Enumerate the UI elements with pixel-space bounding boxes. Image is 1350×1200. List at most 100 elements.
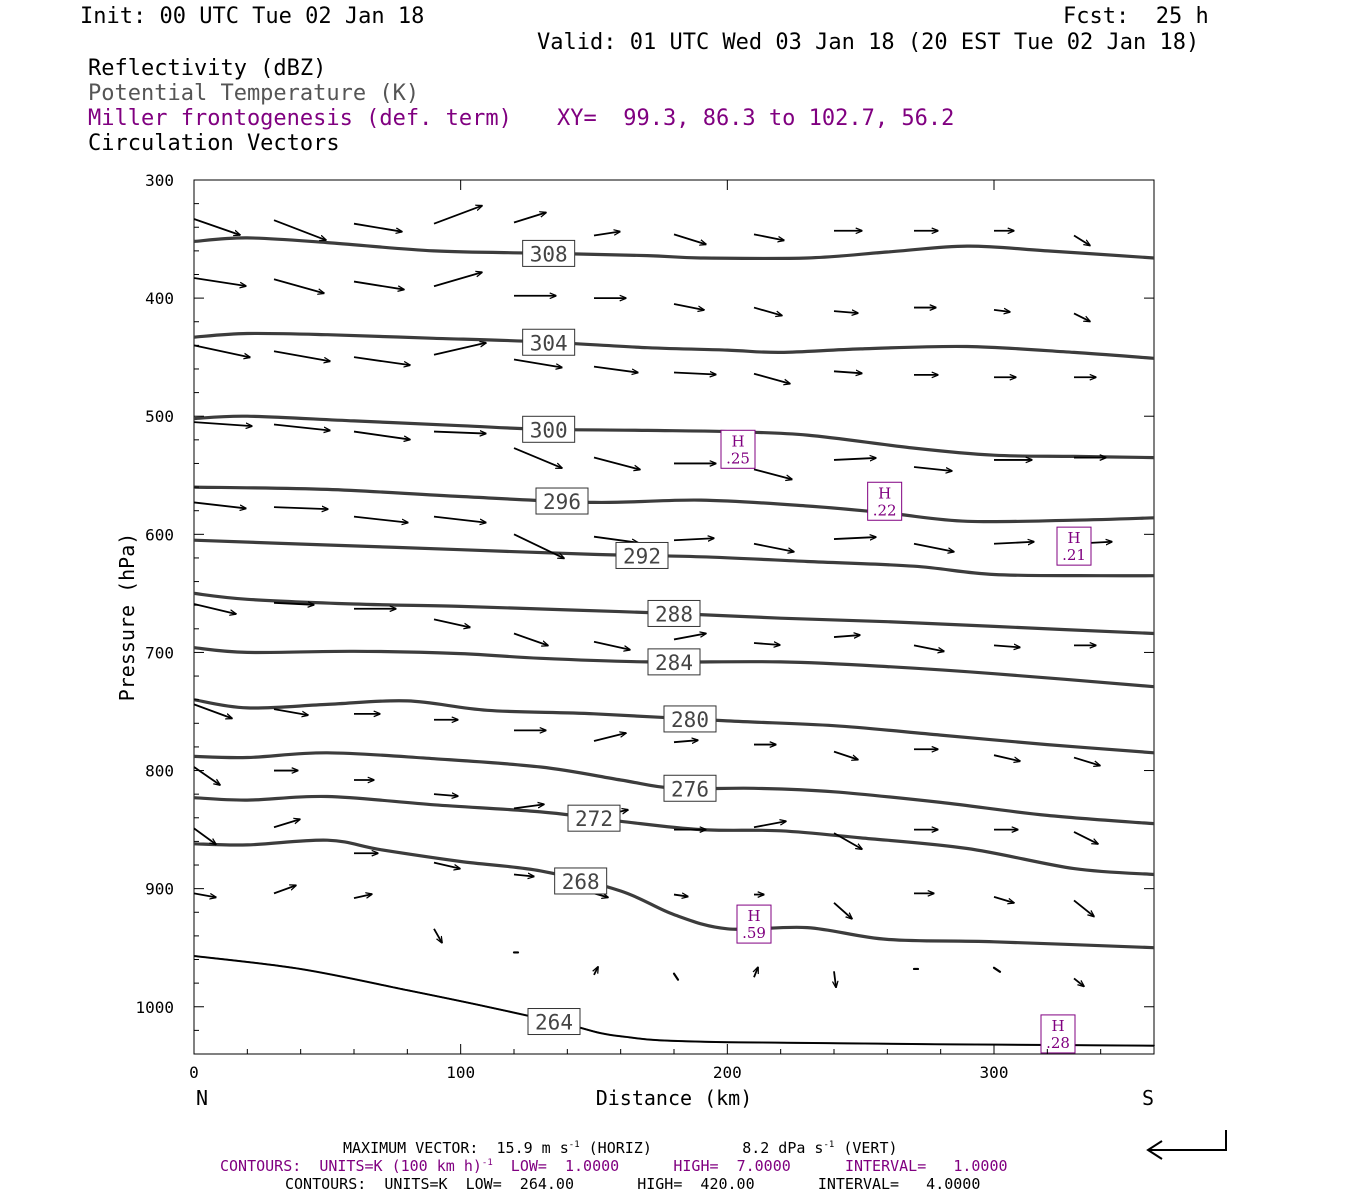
circulation-vector [913,644,944,651]
x-tick-label: 300 [980,1063,1009,1082]
circulation-vector [193,892,216,897]
circulation-vector [593,365,638,373]
circulation-vector [593,733,626,742]
circulation-vector [273,819,300,829]
circulation-vector [833,458,876,460]
frontogenesis-max-label: H [1051,1017,1064,1035]
theta-label: 268 [562,870,600,894]
circulation-vector [193,218,240,235]
theta-contour-272 [193,794,1155,877]
cross-section-endpoints: XY= 99.3, 86.3 to 102.7, 56.2 [557,106,955,131]
circulation-vector [833,750,858,760]
theta-label-box [554,867,608,895]
circulation-vector [673,538,714,540]
theta-contour-296 [193,485,1155,524]
unit-exponent: -1 [481,1158,493,1168]
frontogenesis-max-box [1040,1014,1076,1054]
init-time: Init: 00 UTC Tue 02 Jan 18 [80,4,425,29]
frontogenesis-max-label: H [1067,529,1080,547]
circulation-vector [673,633,706,641]
circulation-vector [433,206,482,225]
theta-contour-284 [193,646,1155,689]
circulation-vector [353,356,410,365]
circulation-vector [1073,831,1098,844]
circulation-vector [513,533,564,558]
theta-label-box [663,774,717,802]
vector-scale-arrowhead [1146,1140,1163,1160]
circulation-vector [273,708,308,715]
circulation-vector [1073,234,1090,246]
contour-info-units: CONTOURS: UNITS=K (100 km h) [220,1157,482,1175]
circulation-vector [433,794,458,796]
circulation-vector [833,902,852,919]
circulation-vector [833,537,876,539]
y-tick-label: 500 [145,407,174,426]
circulation-vector [753,643,780,645]
contour-info-frontogenesis: CONTOURS: UNITS=K (100 km h)-1 LOW= 1.00… [220,1157,1008,1175]
x-axis-label: Distance (km) [596,1086,753,1110]
circulation-vector [1073,977,1084,986]
circulation-vector [913,466,952,471]
theta-label: 284 [655,651,693,675]
frontogenesis-max-box [1056,526,1092,566]
forecast-hour: Fcst: 25 h [1063,4,1209,29]
x-tick-label: 100 [446,1063,475,1082]
legend-circulation-vectors: Circulation Vectors [88,131,340,156]
circulation-vector [513,213,546,224]
y-tick-label: 900 [145,880,174,899]
y-tick-label: 1000 [135,998,174,1017]
theta-label-box [522,328,576,356]
theta-label-box [522,239,576,267]
circulation-vector [273,278,324,293]
circulation-vector [273,507,328,509]
circulation-vector [993,310,1010,312]
unit-exponent: -1 [568,1140,580,1150]
circulation-vector [353,515,408,523]
theta-label-box [535,487,589,515]
circulation-vector [273,423,330,430]
circulation-vector [993,896,1014,903]
y-axis-label: Pressure (hPa) [115,533,139,702]
circulation-vector [833,311,858,313]
theta-label: 300 [530,418,568,442]
north-endpoint-label: N [196,1086,208,1110]
circulation-vector-stub [672,972,680,981]
theta-contour-288 [193,591,1155,636]
theta-label: 304 [530,331,568,355]
circulation-vector [753,821,786,829]
y-tick-label: 600 [145,525,174,544]
circulation-vector [993,542,1034,544]
theta-contour-300 [193,414,1155,460]
y-tick-label: 300 [145,171,174,190]
circulation-vector [913,542,954,552]
theta-label: 280 [671,708,709,732]
theta-label-box [567,804,621,832]
legend-reflectivity: Reflectivity (dBZ) [88,56,327,81]
circulation-vector [673,895,688,897]
circulation-vector [594,967,598,976]
theta-label-box [522,415,576,443]
circulation-vector [753,233,784,240]
frontogenesis-max-label: H [878,484,891,502]
circulation-vector [1073,899,1094,916]
circulation-vector [1073,756,1100,766]
theta-contour-304 [193,331,1155,360]
theta-label: 288 [655,602,693,626]
theta-label: 272 [575,807,613,831]
y-tick-label: 700 [145,643,174,662]
theta-label-box [615,541,669,569]
circulation-vector [833,635,860,637]
frontogenesis-max-value: .59 [742,924,766,942]
frontogenesis-max-value: .21 [1062,546,1086,564]
circulation-vector [353,894,372,899]
circulation-vector [593,232,620,237]
theta-label: 264 [535,1011,573,1035]
circulation-vector [673,740,698,742]
circulation-vector [753,542,794,552]
theta-contour-308 [193,236,1155,261]
frontogenesis-max-box [720,429,756,469]
vert-text: (VERT) [843,1139,898,1157]
circulation-vector [593,640,630,650]
theta-contour-280 [193,698,1155,755]
theta-contour-268 [193,838,1155,950]
